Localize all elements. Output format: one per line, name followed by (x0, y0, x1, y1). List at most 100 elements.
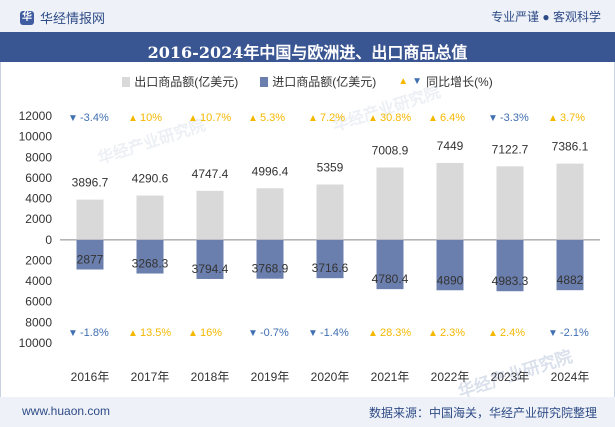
import-growth-label: 16% (200, 327, 222, 339)
legend-export-swatch (122, 76, 131, 87)
import-value-label: 3716.6 (312, 261, 349, 275)
legend-export: 出口商品额(亿美元) (122, 73, 238, 90)
export-value-label: 4290.6 (132, 172, 169, 186)
export-growth-label: 30.8% (380, 112, 411, 124)
import-value-label: 4890 (437, 273, 464, 287)
brand-logo-icon: 华 (20, 10, 34, 25)
export-value-label: 3896.7 (72, 176, 109, 190)
import-growth-label: 28.3% (380, 327, 411, 339)
x-tick-label: 2021年 (371, 370, 410, 384)
export-bar (76, 199, 104, 240)
export-growth-label: -3.4% (80, 112, 109, 124)
chart-title: 2016-2024年中国与欧洲进、出口商品总值 (147, 43, 468, 62)
import-value-label: 4983.3 (492, 274, 529, 288)
x-tick-label: 2020年 (311, 370, 350, 384)
export-growth-label: 10% (140, 112, 162, 124)
export-value-label: 4996.4 (252, 164, 289, 178)
y-tick-label: 8000 (25, 315, 52, 329)
export-growth-label: 7.2% (320, 112, 345, 124)
y-tick-label: 8000 (25, 150, 52, 164)
import-value-label: 3268.3 (132, 257, 169, 271)
y-tick-label: 10000 (19, 336, 53, 350)
import-growth-arrow-icon: ▼ (248, 328, 258, 339)
y-tick-label: 2000 (25, 212, 52, 226)
footer-source: 数据来源：中国海关，华经产业研究院整理 (368, 406, 597, 420)
import-value-label: 4882 (557, 273, 584, 287)
tagline: 专业严谨 ● 客观科学 (491, 10, 601, 24)
y-tick-label: 4000 (25, 192, 52, 206)
export-growth-arrow-icon: ▼ (68, 113, 78, 124)
x-tick-label: 2018年 (191, 370, 230, 384)
import-bar (556, 239, 584, 291)
import-value-label: 3768.9 (252, 262, 289, 276)
footer-url: www.huaon.com (22, 404, 111, 418)
import-growth-label: -0.7% (260, 327, 289, 339)
export-growth-label: 10.7% (200, 112, 231, 124)
x-tick-label: 2017年 (131, 370, 170, 384)
export-growth-arrow-icon: ▲ (188, 113, 198, 124)
legend-export-label: 出口商品额(亿美元) (134, 75, 239, 89)
import-growth-label: 2.3% (440, 327, 465, 339)
export-bar (556, 163, 584, 240)
export-growth-arrow-icon: ▲ (248, 113, 258, 124)
top-bar (0, 0, 615, 32)
export-value-label: 7386.1 (552, 140, 589, 154)
legend-growth-label: 同比增长(%) (426, 75, 493, 89)
import-bar (436, 239, 464, 291)
footer-bar (0, 397, 615, 427)
y-tick-label: 6000 (25, 295, 52, 309)
export-bar (136, 195, 164, 240)
import-value-label: 3794.4 (192, 262, 229, 276)
legend-import-swatch (260, 76, 269, 87)
brand: 华 华经情报网 (20, 8, 105, 27)
down-triangle-icon: ▼ (412, 76, 423, 87)
import-growth-arrow-icon: ▲ (488, 328, 498, 339)
chart-legend: 出口商品额(亿美元) 进口商品额(亿美元) ▲ ▼ 同比增长(%) (0, 73, 615, 90)
export-bar (316, 184, 344, 240)
export-growth-arrow-icon: ▲ (548, 113, 558, 124)
export-growth-arrow-icon: ▲ (128, 113, 138, 124)
y-tick-label: 4000 (25, 274, 52, 288)
export-value-label: 7122.7 (492, 142, 529, 156)
export-growth-arrow-icon: ▲ (308, 113, 318, 124)
import-bar (136, 239, 164, 274)
import-growth-arrow-icon: ▲ (188, 328, 198, 339)
export-growth-arrow-icon: ▲ (368, 113, 378, 124)
legend-growth: ▲ ▼ 同比增长(%) (398, 73, 492, 90)
import-value-label: 4780.4 (372, 272, 409, 286)
y-tick-label: 10000 (19, 130, 53, 144)
y-tick-label: 6000 (25, 171, 52, 185)
import-growth-arrow-icon: ▲ (128, 328, 138, 339)
import-growth-arrow-icon: ▲ (368, 328, 378, 339)
import-growth-label: 13.5% (140, 327, 171, 339)
export-bar (196, 190, 224, 240)
import-growth-arrow-icon: ▼ (548, 328, 558, 339)
export-growth-label: 3.7% (560, 112, 585, 124)
import-growth-arrow-icon: ▼ (308, 328, 318, 339)
export-bar (256, 188, 284, 240)
title-bar (0, 32, 615, 62)
x-tick-label: 2024年 (551, 370, 590, 384)
y-tick-label: 2000 (25, 253, 52, 267)
import-growth-arrow-icon: ▼ (68, 328, 78, 339)
export-value-label: 5359 (317, 161, 344, 175)
y-tick-label: 12000 (19, 109, 53, 123)
import-growth-label: 2.4% (500, 327, 525, 339)
import-growth-arrow-icon: ▲ (428, 328, 438, 339)
import-bar (496, 239, 524, 292)
export-growth-arrow-icon: ▼ (488, 113, 498, 124)
export-growth-label: 6.4% (440, 112, 465, 124)
import-bar (316, 239, 344, 279)
y-tick-label: 0 (45, 233, 52, 247)
export-growth-label: -3.3% (500, 112, 529, 124)
import-growth-label: -1.4% (320, 327, 349, 339)
export-bar (376, 167, 404, 240)
legend-import: 进口商品额(亿美元) (260, 73, 376, 90)
export-bar (496, 166, 524, 240)
import-value-label: 2877 (77, 253, 104, 267)
import-bar (76, 239, 104, 270)
export-value-label: 4747.4 (192, 167, 229, 181)
import-bar (256, 239, 284, 279)
import-growth-label: -2.1% (560, 327, 589, 339)
